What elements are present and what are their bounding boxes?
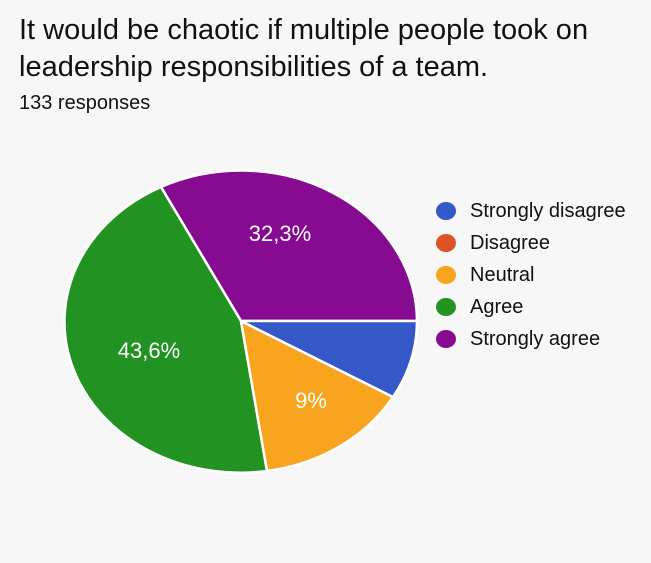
slice-strongly-disagree [240, 319, 419, 399]
legend-item-strongly-disagree[interactable]: Strongly disagree [436, 195, 626, 227]
legend-label: Disagree [470, 231, 551, 254]
legend-item-neutral[interactable]: Neutral [436, 259, 626, 291]
legend-item-strongly-agree[interactable]: Strongly agree [436, 323, 626, 355]
color-dot-icon [436, 234, 456, 252]
legend-label: Strongly disagree [470, 199, 626, 222]
color-dot-icon [436, 298, 456, 316]
slice-strongly-agree [159, 169, 419, 323]
response-count: 133 responses [19, 92, 151, 114]
legend-item-disagree[interactable]: Disagree [436, 227, 626, 259]
slice-agree [63, 185, 269, 474]
label-agree: 43,6% [118, 338, 180, 363]
label-neutral: 9% [295, 388, 327, 413]
color-dot-icon [436, 202, 456, 220]
legend-label: Neutral [470, 263, 535, 286]
legend-item-agree[interactable]: Agree [436, 291, 626, 323]
legend-label: Agree [470, 295, 524, 318]
label-strongly-agree: 32,3% [249, 221, 311, 246]
slice-neutral [239, 318, 395, 473]
color-dot-icon [436, 330, 456, 348]
color-dot-icon [436, 266, 456, 284]
legend: Strongly disagree Disagree Neutral Agree… [436, 195, 626, 355]
question-title: It would be chaotic if multiple people t… [19, 14, 589, 83]
legend-label: Strongly agree [470, 327, 601, 350]
